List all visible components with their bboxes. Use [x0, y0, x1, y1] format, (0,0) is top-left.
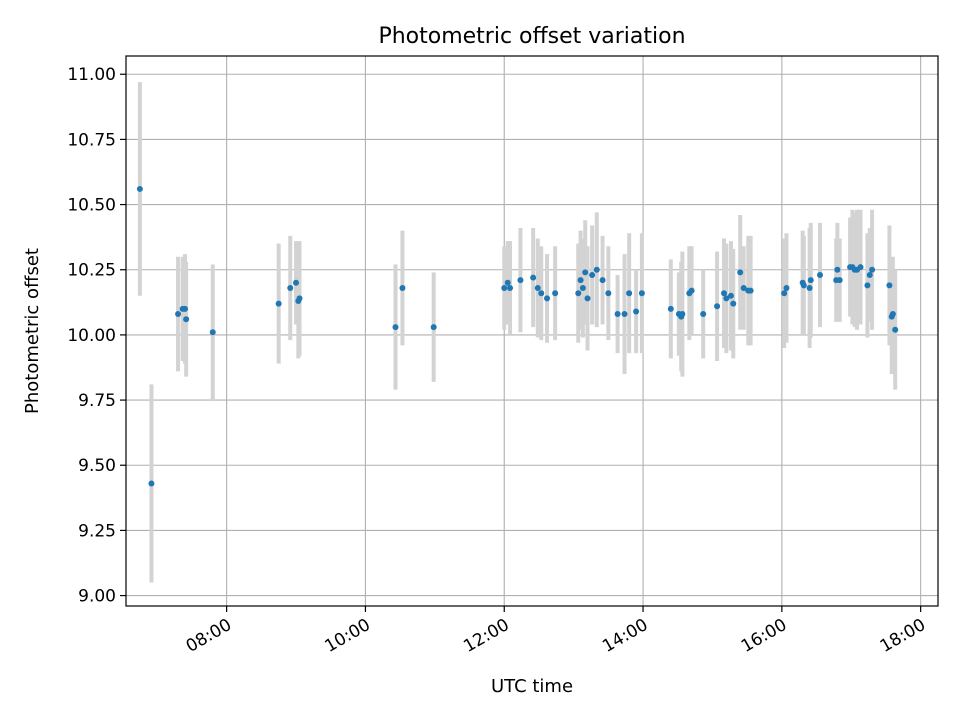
data-point — [817, 271, 824, 278]
data-point — [688, 287, 695, 294]
y-tick-label: 9.25 — [78, 521, 116, 541]
y-axis-label: Photometric offset — [22, 248, 43, 414]
data-point — [392, 324, 399, 331]
data-point — [517, 277, 524, 284]
data-point — [889, 311, 896, 318]
data-point — [892, 326, 899, 333]
data-point — [864, 282, 871, 289]
data-point — [577, 277, 584, 284]
data-point — [575, 290, 582, 297]
data-point — [834, 266, 841, 273]
data-point — [667, 305, 674, 312]
y-tick-label: 10.00 — [67, 326, 116, 346]
y-tick-label: 9.00 — [78, 587, 116, 607]
data-point — [293, 279, 300, 286]
data-point — [886, 282, 893, 289]
data-point — [723, 295, 730, 302]
data-point — [584, 295, 591, 302]
y-axis-ticks: 9.00 9.25 9.50 9.75 10.00 10.25 10.50 10.75 11.0… — [67, 65, 126, 607]
data-point — [504, 279, 511, 286]
data-point — [737, 269, 744, 276]
data-point — [579, 284, 586, 291]
data-point — [582, 269, 589, 276]
data-point — [714, 303, 721, 310]
data-point — [136, 185, 143, 192]
data-point — [857, 264, 864, 271]
data-point — [783, 284, 790, 291]
data-point — [638, 290, 645, 297]
data-point — [544, 295, 551, 302]
data-point — [727, 292, 734, 299]
y-tick-label: 10.25 — [67, 261, 116, 281]
y-tick-label: 10.50 — [67, 196, 116, 216]
data-point — [296, 295, 303, 302]
data-point — [599, 277, 606, 284]
data-point — [740, 284, 747, 291]
data-point — [866, 271, 873, 278]
data-point — [593, 266, 600, 273]
data-point — [807, 277, 814, 284]
y-tick-label: 10.75 — [67, 130, 116, 150]
data-point — [183, 316, 190, 323]
data-point — [781, 290, 788, 297]
data-point — [175, 311, 182, 318]
data-point — [589, 271, 596, 278]
y-tick-label: 9.50 — [78, 456, 116, 476]
data-point — [626, 290, 633, 297]
data-point — [530, 274, 537, 281]
data-point — [181, 305, 188, 312]
data-point — [501, 284, 508, 291]
data-point — [287, 284, 294, 291]
data-point — [806, 284, 813, 291]
data-point — [534, 284, 541, 291]
data-point — [869, 266, 876, 273]
data-points — [136, 185, 899, 487]
data-point — [621, 311, 628, 318]
plot-area-background — [126, 56, 938, 606]
data-point — [800, 282, 807, 289]
data-point — [836, 277, 843, 284]
data-point — [209, 329, 216, 336]
data-point — [747, 287, 754, 294]
data-point — [614, 311, 621, 318]
data-point — [700, 311, 707, 318]
x-axis-label: UTC time — [491, 676, 573, 697]
data-point — [507, 284, 514, 291]
data-point — [721, 290, 728, 297]
data-point — [148, 480, 155, 487]
data-point — [633, 308, 640, 315]
data-point — [730, 300, 737, 307]
data-point — [538, 290, 545, 297]
chart-title: Photometric offset variation — [378, 24, 685, 49]
y-tick-label: 11.00 — [67, 65, 116, 85]
data-point — [275, 300, 282, 307]
data-point — [679, 311, 686, 318]
data-point — [430, 324, 437, 331]
y-tick-label: 9.75 — [78, 391, 116, 411]
data-point — [605, 290, 612, 297]
plot-frame — [125, 55, 939, 607]
data-point — [399, 284, 406, 291]
data-point — [552, 290, 559, 297]
